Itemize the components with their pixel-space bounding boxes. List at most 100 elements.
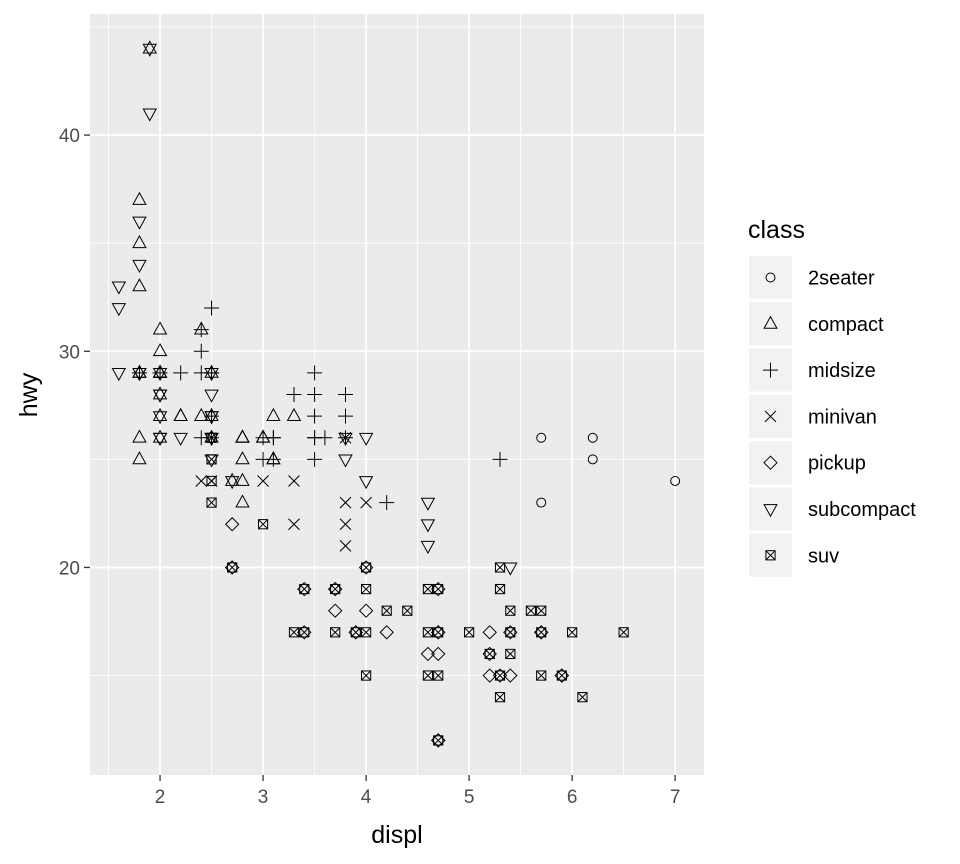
data-point-subcompact xyxy=(338,432,353,446)
legend-key-midsize xyxy=(763,362,778,378)
data-point-suv xyxy=(227,562,238,573)
data-point-suv xyxy=(381,605,392,616)
data-point-suv xyxy=(330,627,341,638)
data-point-minivan xyxy=(339,431,352,444)
data-point-midsize xyxy=(204,408,220,424)
data-point-suv xyxy=(577,692,588,703)
x-axis-ticks: 2 3 4 5 6 7 xyxy=(155,775,680,808)
data-point-suv xyxy=(433,670,444,681)
data-point-2seater xyxy=(587,454,598,465)
data-point-suv xyxy=(206,454,217,465)
data-point-suv xyxy=(206,475,217,487)
data-point-midsize xyxy=(131,365,147,381)
data-point-suv xyxy=(402,605,413,616)
legend-label-minivan: minivan xyxy=(808,406,877,428)
legend-label-compact: compact xyxy=(808,314,884,336)
data-point-subcompact xyxy=(152,389,168,403)
data-point-midsize xyxy=(307,408,323,424)
data-point-suv xyxy=(505,627,516,638)
data-point-midsize xyxy=(193,343,209,359)
minor-gridlines xyxy=(90,14,704,775)
data-point-suv xyxy=(494,562,506,573)
data-point-suv xyxy=(484,648,495,660)
data-point-midsize xyxy=(265,451,281,467)
data-point-subcompact xyxy=(420,497,436,511)
data-point-compact xyxy=(152,429,168,443)
data-point-minivan xyxy=(339,518,352,531)
legend-key-subcompact xyxy=(763,504,778,518)
data-point-subcompact xyxy=(420,540,436,555)
legend-title: class xyxy=(748,216,805,244)
legend-key-suv xyxy=(765,550,776,561)
data-point-suv xyxy=(360,562,372,573)
data-point-compact xyxy=(235,494,250,508)
data-point-pickup xyxy=(224,517,240,532)
data-point-compact xyxy=(235,451,250,465)
data-point-compact xyxy=(132,429,147,443)
data-point-suv xyxy=(494,670,506,681)
data-point-compact xyxy=(142,40,157,54)
data-point-midsize xyxy=(193,322,209,338)
y-axis-ticks: 20 30 40 xyxy=(59,126,90,579)
legend-label-suv: suv xyxy=(808,545,839,567)
data-point-subcompact xyxy=(132,216,147,230)
legend-key-2seater xyxy=(765,272,776,283)
data-point-suv xyxy=(360,670,372,681)
legend-key-compact xyxy=(763,315,778,329)
data-point-subcompact xyxy=(420,519,436,533)
major-gridlines xyxy=(90,14,704,775)
data-point-pickup xyxy=(482,668,497,683)
data-point-subcompact xyxy=(204,367,219,382)
data-point-subcompact xyxy=(142,43,157,57)
data-point-pickup xyxy=(420,646,436,662)
data-point-subcompact xyxy=(152,411,168,425)
data-point-pickup xyxy=(482,625,497,640)
data-point-compact xyxy=(132,234,147,249)
data-point-subcompact xyxy=(224,476,240,490)
legend-key-box xyxy=(749,441,792,485)
data-point-subcompact xyxy=(132,259,147,274)
data-point-compact xyxy=(132,191,147,205)
data-point-midsize xyxy=(307,451,323,467)
data-point-minivan xyxy=(360,496,372,509)
x-tick-label: 2 xyxy=(155,787,166,808)
data-point-subcompact xyxy=(152,432,168,446)
data-point-subcompact xyxy=(152,367,168,382)
legend-label-pickup: pickup xyxy=(808,453,866,475)
data-point-compact xyxy=(132,278,147,292)
y-axis-title: hwy xyxy=(15,372,43,417)
data-point-suv xyxy=(464,627,475,638)
data-point-suv xyxy=(299,627,310,638)
data-point-midsize xyxy=(337,387,353,402)
data-point-suv xyxy=(299,583,310,595)
legend-key-minivan xyxy=(764,410,777,423)
data-point-subcompact xyxy=(503,562,518,576)
legend: class 2seater compact midsize minivan pickup… xyxy=(748,216,916,577)
data-point-minivan xyxy=(195,475,208,487)
data-point-midsize xyxy=(337,408,353,424)
x-tick-label: 5 xyxy=(464,787,475,808)
data-point-subcompact xyxy=(173,432,188,446)
data-point-pickup xyxy=(358,603,374,618)
y-tick-label: 20 xyxy=(59,558,80,579)
data-point-suv xyxy=(206,432,217,443)
data-point-suv xyxy=(422,583,434,595)
data-point-midsize xyxy=(286,387,302,402)
y-tick-label: 30 xyxy=(59,342,80,363)
data-point-2seater xyxy=(670,475,681,486)
data-point-suv xyxy=(618,627,629,638)
data-point-midsize xyxy=(307,387,323,402)
data-point-pickup xyxy=(431,646,446,662)
y-tick-label: 40 xyxy=(59,126,80,147)
data-point-suv xyxy=(505,605,516,616)
data-point-midsize xyxy=(379,495,395,511)
data-point-suv xyxy=(556,670,567,681)
data-point-midsize xyxy=(204,300,220,316)
data-point-midsize xyxy=(255,430,271,446)
data-point-compact xyxy=(235,429,250,443)
data-point-subcompact xyxy=(142,108,157,122)
data-point-suv xyxy=(494,692,506,703)
data-point-suv xyxy=(494,583,506,595)
legend-label-2seater: 2seater xyxy=(808,268,875,290)
